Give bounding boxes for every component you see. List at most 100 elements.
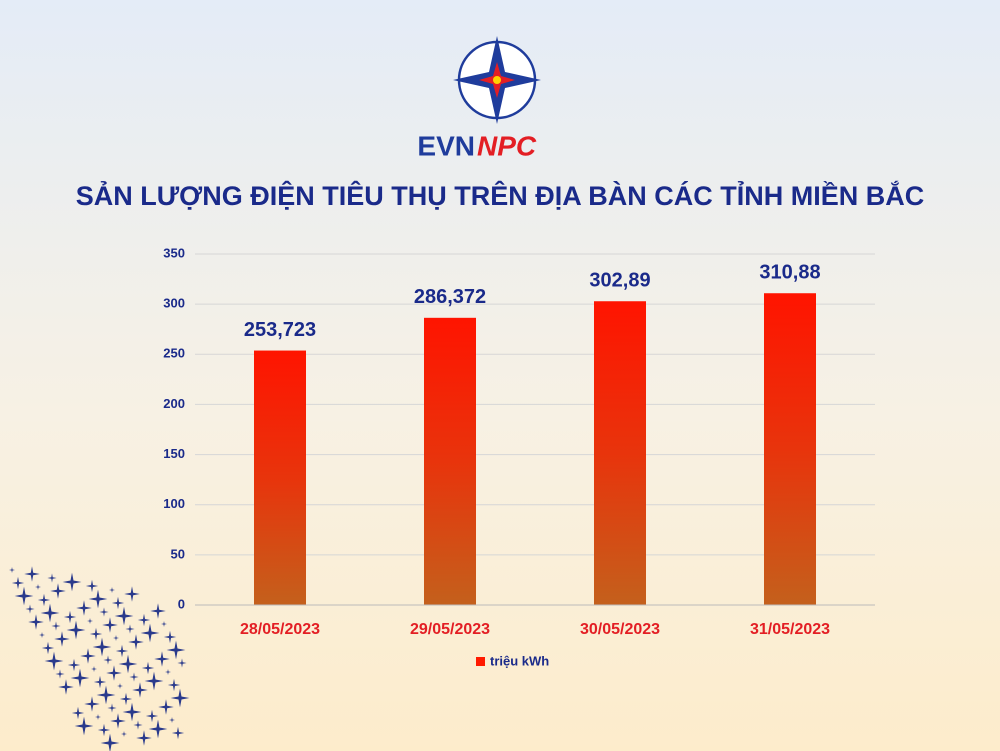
star	[166, 640, 186, 660]
star	[100, 733, 120, 751]
star	[109, 587, 115, 593]
star	[9, 567, 15, 573]
star	[51, 621, 61, 631]
star	[14, 586, 34, 606]
star	[103, 655, 113, 665]
star	[67, 658, 81, 672]
star	[70, 668, 90, 688]
star	[11, 576, 25, 590]
star	[128, 634, 144, 650]
star	[39, 632, 45, 638]
star	[28, 614, 44, 630]
y-tick-label: 200	[163, 396, 185, 411]
logo-dot	[493, 76, 501, 84]
bar	[594, 301, 646, 605]
star	[54, 631, 70, 647]
legend-swatch	[476, 657, 485, 666]
star	[41, 641, 55, 655]
x-tick-label: 31/05/2023	[750, 621, 830, 638]
star	[124, 586, 140, 602]
y-tick-label: 0	[178, 596, 185, 611]
logo	[453, 36, 541, 124]
legend-label: triệu kWh	[490, 653, 549, 668]
star	[110, 713, 126, 729]
star	[133, 720, 143, 730]
x-tick-label: 30/05/2023	[580, 621, 660, 638]
star	[165, 669, 171, 675]
star	[87, 618, 93, 624]
star	[99, 607, 109, 617]
star	[167, 678, 181, 692]
star	[91, 666, 97, 672]
bar	[254, 350, 306, 605]
star	[80, 648, 96, 664]
chart-title: SẢN LƯỢNG ĐIỆN TIÊU THỤ TRÊN ĐỊA BÀN CÁC…	[76, 179, 924, 211]
brand-left: EVN	[417, 130, 475, 161]
star	[62, 572, 82, 592]
data-label: 302,89	[589, 270, 650, 292]
star	[111, 596, 125, 610]
star	[55, 669, 65, 679]
star	[137, 613, 151, 627]
data-label: 310,88	[759, 262, 820, 284]
star	[140, 623, 160, 643]
star	[71, 706, 85, 720]
x-tick-label: 28/05/2023	[240, 621, 320, 638]
star	[47, 573, 57, 583]
star	[96, 685, 116, 705]
star	[93, 675, 107, 689]
star	[114, 606, 134, 626]
y-tick-label: 150	[163, 446, 185, 461]
star	[85, 579, 99, 593]
x-tick-label: 29/05/2023	[410, 621, 490, 638]
star	[118, 654, 138, 674]
y-tick-label: 100	[163, 496, 185, 511]
star	[37, 593, 51, 607]
star	[113, 635, 119, 641]
data-label: 286,372	[414, 286, 486, 308]
star	[121, 731, 127, 737]
star	[136, 730, 152, 746]
star	[35, 584, 41, 590]
star	[145, 709, 159, 723]
star	[106, 665, 122, 681]
star	[92, 637, 112, 657]
y-tick-label: 350	[163, 245, 185, 260]
star	[44, 651, 64, 671]
star	[24, 566, 40, 582]
star	[150, 603, 166, 619]
star	[148, 719, 168, 739]
star	[117, 683, 123, 689]
star	[66, 620, 86, 640]
star	[129, 672, 139, 682]
star	[58, 679, 74, 695]
bar	[764, 293, 816, 605]
star	[50, 583, 66, 599]
star	[25, 604, 35, 614]
star	[76, 600, 92, 616]
star	[84, 696, 100, 712]
star	[163, 630, 177, 644]
y-tick-label: 300	[163, 296, 185, 311]
star	[169, 717, 175, 723]
y-tick-label: 250	[163, 346, 185, 361]
star	[141, 661, 155, 675]
bar	[424, 317, 476, 605]
star	[119, 692, 133, 706]
y-tick-label: 50	[171, 546, 185, 561]
star	[95, 714, 101, 720]
star	[171, 726, 185, 740]
star	[122, 702, 142, 722]
star	[125, 624, 135, 634]
star	[161, 621, 167, 627]
star	[74, 716, 94, 736]
star	[154, 651, 170, 667]
star	[88, 589, 108, 609]
star	[177, 658, 187, 668]
star	[63, 610, 77, 624]
star	[40, 603, 60, 623]
star	[132, 682, 148, 698]
star	[102, 617, 118, 633]
